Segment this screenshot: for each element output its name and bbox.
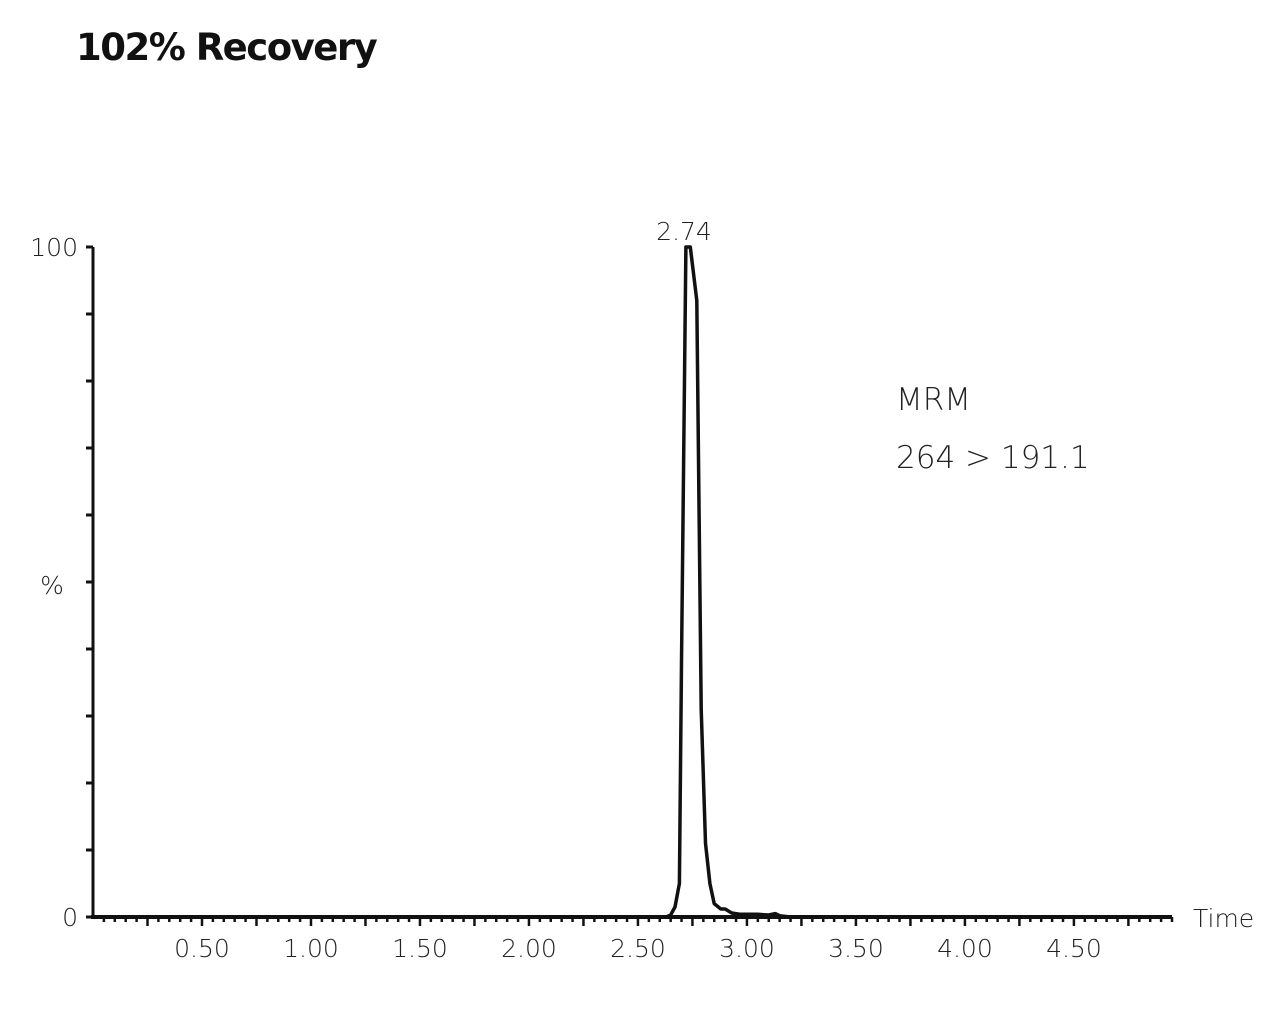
peak-label: 2.74: [656, 217, 712, 246]
x-axis-label: Time: [1193, 904, 1254, 933]
series-layer: [93, 245, 1172, 919]
x-tick-label: 4.00: [937, 934, 993, 963]
x-tick-label: 1.00: [283, 934, 339, 963]
x-tick-label: 0.50: [174, 934, 230, 963]
y-axis-label: %: [40, 571, 64, 600]
chart-title: 102% Recovery: [76, 26, 378, 69]
y-tick-label: 0: [62, 903, 78, 932]
x-tick-label: 4.50: [1046, 934, 1102, 963]
y-tick-label: 100: [30, 233, 78, 262]
annotation-transition: 264 > 191.1: [896, 440, 1090, 476]
annotation-mrm: MRM: [896, 382, 971, 418]
series-line-0: [93, 245, 1172, 919]
axes: 0 100 0.50 1.00 1.50 2.00 2.50 3.00 3.50 4.00 4.50: [30, 233, 1174, 963]
x-tick-label: 1.50: [392, 934, 448, 963]
x-tick-label: 3.00: [719, 934, 775, 963]
x-tick-label: 2.50: [610, 934, 666, 963]
x-tick-label: 3.50: [828, 934, 884, 963]
x-tick-label: 2.00: [501, 934, 557, 963]
